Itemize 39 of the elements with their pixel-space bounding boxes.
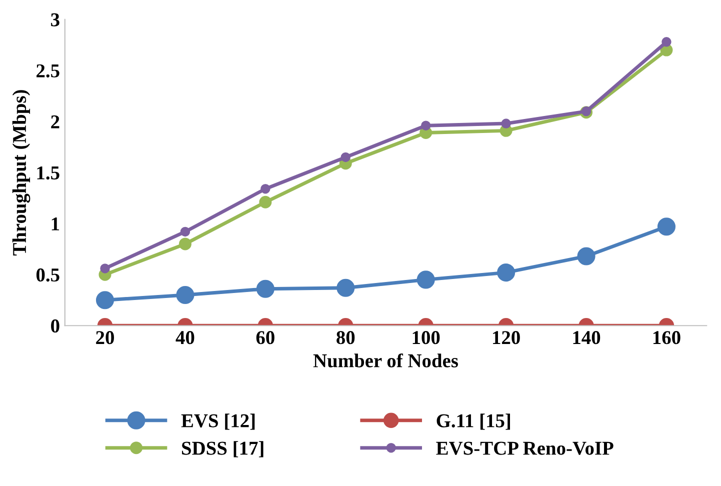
y-tick-label: 0: [51, 319, 60, 333]
y-tick-label: 2.5: [36, 64, 60, 78]
point: [340, 152, 350, 162]
point: [176, 286, 194, 304]
legend-label: EVS [12]: [181, 414, 255, 430]
x-tick-label: 140: [573, 331, 600, 344]
x-tick-label: 100: [412, 331, 440, 344]
point: [96, 291, 114, 310]
point: [100, 264, 110, 274]
point: [497, 264, 516, 282]
point: [501, 118, 511, 128]
legend-label: SDSS [17]: [182, 441, 264, 458]
x-tick-label: 80: [336, 331, 355, 344]
y-tick-label: 3: [51, 13, 60, 26]
point: [416, 270, 435, 289]
y-tick-label: 2: [51, 115, 60, 128]
point: [662, 37, 672, 47]
y-tick-label: 1: [52, 217, 60, 230]
point: [336, 278, 355, 297]
point: [577, 247, 596, 266]
x-tick-label: 120: [493, 331, 520, 344]
point: [420, 120, 431, 130]
point: [256, 280, 274, 298]
legend-label: G.11 [15]: [436, 414, 510, 430]
x-tick-label: 20: [96, 331, 114, 344]
point: [657, 218, 676, 236]
legend-label: EVS-TCP Reno-VoIP: [436, 442, 614, 455]
y-tick-label: 0.5: [36, 268, 60, 282]
point: [180, 226, 190, 237]
y-axis-title: Throughput (Mbps): [12, 90, 30, 256]
y-tick-label: 1.5: [37, 166, 60, 180]
x-tick-label: 60: [256, 331, 274, 344]
point: [259, 196, 272, 208]
point: [178, 238, 192, 250]
x-tick-label: 160: [653, 331, 680, 344]
x-axis-title: Number of Nodes: [313, 353, 458, 368]
point: [260, 184, 270, 194]
x-tick-label: 40: [176, 331, 194, 344]
point: [581, 106, 592, 116]
